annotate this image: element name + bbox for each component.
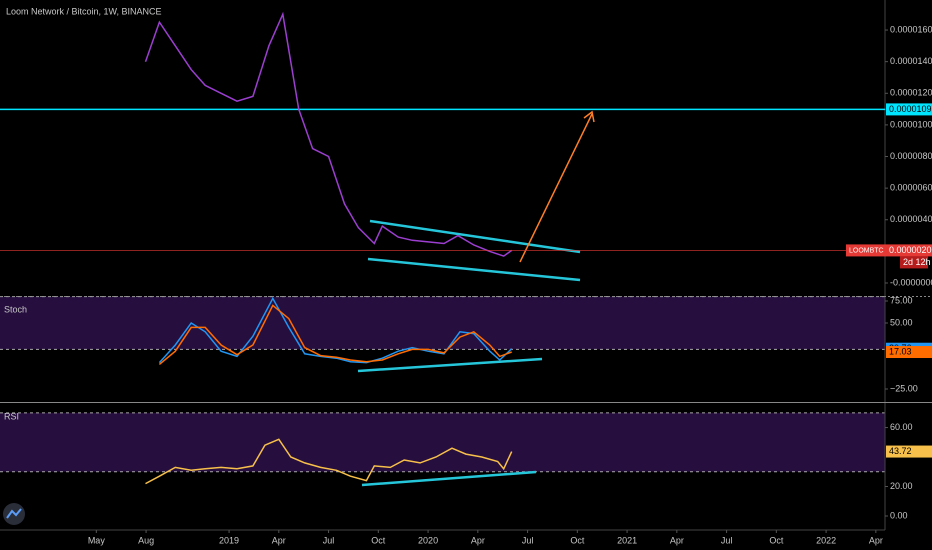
rsi-trendline (361, 470, 537, 487)
x-tick-label: 2021 (617, 535, 637, 545)
y-tick-label: 0.00000400 (890, 214, 932, 224)
last-value-box (886, 244, 932, 257)
pane-title: Stoch (4, 304, 27, 314)
series-line (145, 438, 513, 485)
pane-title: Loom Network / Bitcoin, 1W, BINANCE (6, 6, 162, 16)
x-tick-label: Oct (570, 535, 585, 545)
band (0, 412, 885, 472)
series-line (144, 11, 513, 257)
x-tick-label: 2019 (219, 535, 239, 545)
last-value-label: 43.72 (889, 446, 912, 456)
x-tick-label: Jul (522, 535, 534, 545)
stoch-trendline (357, 357, 543, 373)
logo[interactable] (3, 503, 25, 525)
y-tick-label: 60.00 (890, 422, 913, 432)
channel-top (369, 219, 581, 254)
x-tick-label: May (88, 535, 106, 545)
band (0, 296, 885, 350)
x-tick-label: Apr (670, 535, 684, 545)
y-tick-label: -0.00000000 (890, 277, 932, 287)
x-tick-label: 2022 (816, 535, 836, 545)
y-tick-label: 75.00 (890, 295, 913, 305)
last-value-label: 17.03 (889, 346, 912, 356)
level-label-box (886, 103, 932, 116)
y-tick-label: 0.00 (890, 510, 908, 520)
x-tick-label: Jul (323, 535, 335, 545)
countdown-box (900, 256, 928, 269)
last-value-box (886, 346, 932, 359)
y-tick-label: 20.00 (890, 481, 913, 491)
channel-bottom (367, 257, 581, 282)
symbol-box (846, 244, 886, 257)
panes (0, 296, 885, 473)
x-tick-label: Jul (721, 535, 733, 545)
x-tick-label: Apr (471, 535, 485, 545)
x-tick-label: Aug (138, 535, 154, 545)
symbol-label: LOOMBTC (849, 247, 884, 254)
last-value-box (886, 445, 932, 458)
projection-arrow (519, 113, 593, 263)
x-tick-label: Oct (769, 535, 784, 545)
series-line (158, 296, 513, 364)
series-line (158, 304, 512, 365)
pane-title: RSI (4, 411, 19, 421)
level-label: 0.00001098 (889, 104, 932, 114)
countdown-label: 2d 12h (903, 257, 931, 267)
x-tick-label: 2020 (418, 535, 438, 545)
x-tick-label: Apr (272, 535, 286, 545)
x-tick-label: Apr (869, 535, 883, 545)
x-tick-label: Oct (371, 535, 386, 545)
y-tick-label: −25.00 (890, 383, 918, 393)
arrow-head (583, 110, 595, 123)
y-tick-label: 50.00 (890, 317, 913, 327)
last-value-label: 0.00000206 (889, 245, 932, 255)
